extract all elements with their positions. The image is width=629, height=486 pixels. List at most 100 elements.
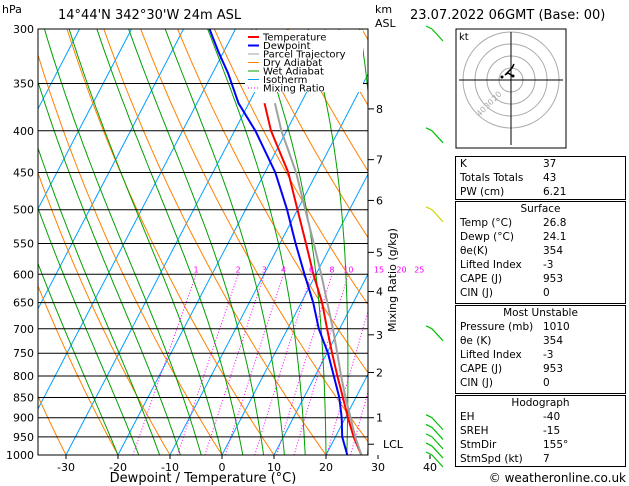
- mixing-ratio-label: 2: [236, 265, 241, 274]
- surface-cape-label: CAPE (J): [460, 273, 503, 285]
- pressure-axis: 300 350 400 450 500 550 600 650 700 750 800 850 900 9…: [6, 23, 34, 462]
- stmspd-row: StmSpd (kt) 7: [456, 452, 625, 466]
- mu-li-label: Lifted Index: [460, 349, 522, 361]
- totals-totals-label: Totals Totals: [460, 172, 524, 184]
- wind-barb-flag: [425, 127, 433, 132]
- stmdir-label: StmDir: [460, 439, 497, 451]
- temperature-tick-label: -30: [57, 461, 75, 474]
- pressure-tick-label: 500: [13, 204, 34, 217]
- mu-cin-row: CIN (J) 0: [456, 376, 625, 390]
- indices-table: K 37 Totals Totals 43 PW (cm) 6.21: [455, 156, 626, 200]
- mixing-ratio-line: [204, 274, 265, 455]
- mixing-ratio-label: 1: [194, 265, 199, 274]
- temperature-axis: -30 -20 -10 0 10 20 30 40: [57, 455, 437, 474]
- pw-row: PW (cm) 6.21: [456, 185, 625, 199]
- temperature-tick-label: -20: [109, 461, 127, 474]
- altitude-tick-label: 7: [376, 154, 383, 167]
- mu-pressure-row: Pressure (mb) 1010: [456, 320, 625, 334]
- mixing-ratio-line: [224, 274, 284, 455]
- wind-barb: [431, 445, 444, 459]
- stmdir-row: StmDir 155°: [456, 438, 625, 452]
- mu-cin-value: 0: [543, 377, 550, 389]
- surface-li-row: Lifted Index -3: [456, 258, 625, 272]
- eh-value: -40: [543, 411, 561, 423]
- surface-dewp-row: Dewp (°C) 24.1: [456, 230, 625, 244]
- km-label: km: [375, 3, 392, 16]
- pw-value: 6.21: [543, 186, 567, 198]
- surface-cape-row: CAPE (J) 953: [456, 272, 625, 286]
- k-index-value: 37: [543, 158, 557, 170]
- mixing-ratio-label: 10: [343, 265, 353, 274]
- altitude-tick-label: 6: [376, 194, 383, 207]
- mu-thetae-value: 354: [543, 335, 564, 347]
- altitude-tick-label: LCL: [383, 438, 404, 451]
- parcel-trajectory-line: [273, 102, 363, 455]
- wind-barb: [431, 28, 444, 42]
- wind-barb: [431, 454, 444, 468]
- pressure-tick-label: 700: [13, 323, 34, 336]
- mixing-ratio-label: 4: [281, 265, 286, 274]
- surface-cin-value: 0: [543, 287, 550, 299]
- surface-temp-label: Temp (°C): [460, 217, 513, 229]
- wind-barb: [431, 209, 444, 223]
- wind-barb: [431, 328, 444, 342]
- mu-cin-label: CIN (J): [460, 377, 493, 389]
- sreh-value: -15: [543, 425, 561, 437]
- dry-adiabat-line: [38, 53, 223, 455]
- temperature-tick-label: -10: [161, 461, 179, 474]
- isotherm-line: [38, 29, 80, 110]
- location-title: 14°44'N 342°30'W 24m ASL: [58, 8, 242, 23]
- wind-barb-flag: [425, 325, 433, 330]
- mixing-ratio-label: 15: [374, 265, 384, 274]
- pressure-tick-label: 600: [13, 268, 34, 281]
- altitude-tick-label: 2: [376, 366, 383, 379]
- mu-thetae-label: θe (K): [460, 335, 492, 347]
- mixing-ratio-label: 25: [414, 265, 424, 274]
- surface-title: Surface: [520, 203, 561, 215]
- dry-adiabat-line: [38, 395, 67, 455]
- mu-cape-value: 953: [543, 363, 564, 375]
- mixing-ratio-label: 3: [262, 265, 267, 274]
- pressure-tick-label: 550: [13, 237, 34, 250]
- hodograph-storm-marker: [511, 74, 515, 78]
- surface-temp-value: 26.8: [543, 217, 567, 229]
- temperature-tick-label: 40: [423, 461, 437, 474]
- profile-lines: [208, 29, 363, 455]
- isotherm-line: [325, 373, 368, 455]
- eh-label: EH: [460, 411, 475, 423]
- pressure-tick-label: 650: [13, 297, 34, 310]
- pressure-tick-label: 900: [13, 412, 34, 425]
- k-index-label: K: [460, 158, 467, 170]
- k-index-row: K 37: [456, 157, 625, 171]
- altitude-tick-label: 5: [376, 246, 383, 259]
- wet-adiabat-line: [43, 29, 202, 455]
- wind-barb-flag: [425, 423, 433, 428]
- temperature-line: [263, 102, 363, 455]
- surface-thetae-row: θe(K) 354: [456, 244, 625, 258]
- mu-thetae-row: θe (K) 354: [456, 334, 625, 348]
- temperature-tick-label: 0: [219, 461, 226, 474]
- pressure-tick-label: 450: [13, 166, 34, 179]
- sreh-row: SREH -15: [456, 424, 625, 438]
- dry-adiabat-line: [287, 29, 368, 172]
- legend-entry: Temperature: [262, 33, 326, 44]
- hodograph-trace: [504, 63, 515, 77]
- isotherm-line: [38, 29, 132, 210]
- footer-credit: © weatheronline.co.uk: [489, 471, 626, 485]
- temperature-tick-label: 30: [371, 461, 385, 474]
- mixing-ratio-label: 8: [329, 265, 334, 274]
- legend-entry: Dewpoint: [263, 41, 311, 52]
- surface-cin-row: CIN (J) 0: [456, 286, 625, 300]
- isotherm-line: [273, 273, 368, 455]
- surface-cin-label: CIN (J): [460, 287, 493, 299]
- legend-entry: Dry Adiabat: [263, 58, 322, 69]
- mixing-ratio-line: [254, 274, 312, 455]
- most-unstable-title: Most Unstable: [503, 307, 578, 319]
- wet-adiabat-line: [96, 29, 244, 455]
- mixing-ratio-label: 6: [309, 265, 314, 274]
- mu-pressure-label: Pressure (mb): [460, 321, 534, 333]
- wind-barb: [431, 130, 444, 144]
- mixing-ratio-axis-label: Mixing Ratio (g/kg): [386, 228, 399, 332]
- legend-entry: Parcel Trajectory: [263, 50, 346, 61]
- mixing-ratio-label: 20: [396, 265, 406, 274]
